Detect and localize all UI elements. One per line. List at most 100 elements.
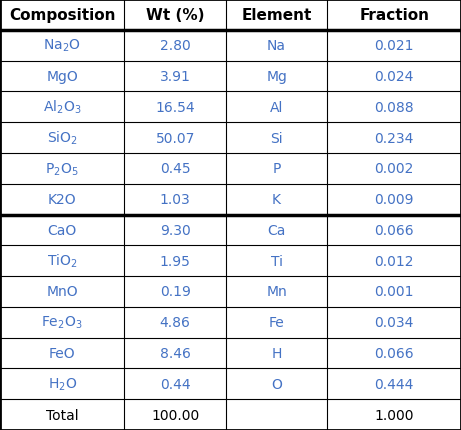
Text: Mn: Mn bbox=[266, 285, 287, 299]
Bar bbox=[327, 31, 461, 61]
Text: 0.009: 0.009 bbox=[374, 193, 414, 207]
Bar bbox=[327, 215, 461, 246]
Bar bbox=[327, 307, 461, 338]
Bar bbox=[0, 307, 124, 338]
Bar bbox=[0, 215, 124, 246]
Text: Mg: Mg bbox=[266, 70, 287, 84]
Text: Na: Na bbox=[267, 39, 286, 53]
Text: 0.44: 0.44 bbox=[160, 377, 190, 391]
Bar bbox=[226, 184, 327, 215]
Text: Fraction: Fraction bbox=[359, 8, 429, 23]
Text: 0.001: 0.001 bbox=[374, 285, 414, 299]
Bar bbox=[226, 123, 327, 154]
Bar bbox=[0, 276, 124, 307]
Bar bbox=[124, 123, 226, 154]
Bar bbox=[226, 307, 327, 338]
Bar bbox=[0, 123, 124, 154]
Bar bbox=[327, 0, 461, 31]
Bar bbox=[124, 338, 226, 369]
Text: Element: Element bbox=[242, 8, 312, 23]
Text: Composition: Composition bbox=[9, 8, 116, 23]
Bar bbox=[124, 369, 226, 399]
Text: 50.07: 50.07 bbox=[155, 131, 195, 145]
Bar bbox=[0, 184, 124, 215]
Text: 0.002: 0.002 bbox=[374, 162, 414, 176]
Text: Ti: Ti bbox=[271, 254, 283, 268]
Text: SiO$_2$: SiO$_2$ bbox=[47, 129, 78, 147]
Text: 0.066: 0.066 bbox=[374, 346, 414, 360]
Bar bbox=[226, 215, 327, 246]
Text: Si: Si bbox=[270, 131, 283, 145]
Text: MnO: MnO bbox=[47, 285, 78, 299]
Text: 2.80: 2.80 bbox=[160, 39, 190, 53]
Bar bbox=[327, 399, 461, 430]
Text: 0.034: 0.034 bbox=[374, 316, 414, 329]
Text: 4.86: 4.86 bbox=[160, 316, 190, 329]
Text: 0.012: 0.012 bbox=[374, 254, 414, 268]
Text: K2O: K2O bbox=[48, 193, 77, 207]
Bar bbox=[0, 338, 124, 369]
Bar bbox=[226, 369, 327, 399]
Bar bbox=[0, 31, 124, 61]
Text: 8.46: 8.46 bbox=[160, 346, 190, 360]
Text: MgO: MgO bbox=[47, 70, 78, 84]
Bar bbox=[124, 307, 226, 338]
Bar bbox=[226, 31, 327, 61]
Bar bbox=[124, 92, 226, 123]
Text: 0.066: 0.066 bbox=[374, 223, 414, 237]
Text: O: O bbox=[271, 377, 282, 391]
Bar bbox=[226, 246, 327, 276]
Text: Total: Total bbox=[46, 408, 78, 422]
Text: Al$_2$O$_3$: Al$_2$O$_3$ bbox=[43, 99, 82, 116]
Bar bbox=[226, 338, 327, 369]
Bar bbox=[0, 92, 124, 123]
Bar bbox=[327, 246, 461, 276]
Text: FeO: FeO bbox=[49, 346, 76, 360]
Bar bbox=[124, 215, 226, 246]
Text: H$_2$O: H$_2$O bbox=[47, 376, 77, 392]
Bar bbox=[124, 184, 226, 215]
Bar bbox=[0, 369, 124, 399]
Text: 0.024: 0.024 bbox=[374, 70, 414, 84]
Text: 100.00: 100.00 bbox=[151, 408, 199, 422]
Text: 0.234: 0.234 bbox=[374, 131, 414, 145]
Text: P: P bbox=[272, 162, 281, 176]
Bar bbox=[327, 123, 461, 154]
Text: Na$_2$O: Na$_2$O bbox=[43, 38, 81, 54]
Text: TiO$_2$: TiO$_2$ bbox=[47, 252, 77, 270]
Bar bbox=[327, 338, 461, 369]
Text: 0.444: 0.444 bbox=[374, 377, 414, 391]
Text: K: K bbox=[272, 193, 281, 207]
Bar bbox=[327, 61, 461, 92]
Bar bbox=[0, 399, 124, 430]
Bar bbox=[327, 154, 461, 184]
Bar bbox=[226, 154, 327, 184]
Text: 0.19: 0.19 bbox=[160, 285, 190, 299]
Bar bbox=[124, 31, 226, 61]
Bar bbox=[327, 184, 461, 215]
Bar bbox=[226, 399, 327, 430]
Bar bbox=[327, 92, 461, 123]
Text: Wt (%): Wt (%) bbox=[146, 8, 204, 23]
Bar bbox=[124, 0, 226, 31]
Bar bbox=[226, 0, 327, 31]
Bar bbox=[0, 246, 124, 276]
Text: 0.021: 0.021 bbox=[374, 39, 414, 53]
Text: 0.45: 0.45 bbox=[160, 162, 190, 176]
Bar bbox=[124, 61, 226, 92]
Bar bbox=[226, 61, 327, 92]
Text: 1.03: 1.03 bbox=[160, 193, 190, 207]
Bar bbox=[0, 61, 124, 92]
Text: 3.91: 3.91 bbox=[160, 70, 190, 84]
Text: CaO: CaO bbox=[47, 223, 77, 237]
Text: Ca: Ca bbox=[267, 223, 286, 237]
Bar bbox=[0, 0, 124, 31]
Bar bbox=[124, 276, 226, 307]
Text: 1.000: 1.000 bbox=[374, 408, 414, 422]
Bar bbox=[327, 369, 461, 399]
Text: Al: Al bbox=[270, 101, 284, 114]
Bar bbox=[327, 276, 461, 307]
Text: 16.54: 16.54 bbox=[155, 101, 195, 114]
Bar bbox=[124, 154, 226, 184]
Text: 0.088: 0.088 bbox=[374, 101, 414, 114]
